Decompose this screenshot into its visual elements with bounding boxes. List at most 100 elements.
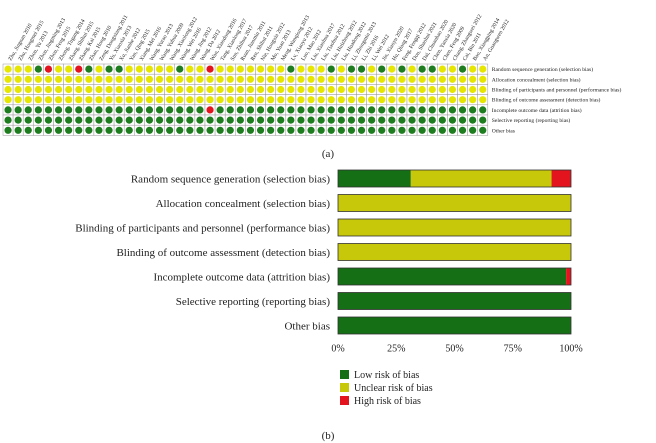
- judgement-cell: [285, 73, 297, 85]
- unclear-risk-dot: [327, 85, 335, 94]
- judgement-cell: [315, 63, 327, 75]
- judgement-cell: [123, 104, 135, 116]
- category-label-blinding-of-outcome-assessment-detection-bias: Blinding of outcome assessment (detectio…: [116, 247, 330, 259]
- judgement-cell: [53, 114, 64, 126]
- judgement-cell: [73, 104, 85, 116]
- unclear-risk-dot: [479, 65, 487, 73]
- judgement-cell: [2, 73, 14, 85]
- low-risk-dot: [54, 106, 63, 114]
- judgement-cell: [255, 84, 266, 95]
- judgement-cell: [174, 84, 186, 95]
- low-risk-dot: [75, 116, 83, 124]
- unclear-risk-dot: [368, 85, 376, 94]
- judgement-cell: [346, 94, 357, 106]
- unclear-risk-dot: [307, 65, 315, 73]
- low-risk-dot: [428, 65, 436, 73]
- low-risk-dot: [388, 106, 396, 114]
- domain-label: Incomplete outcome data (attrition bias): [492, 107, 582, 114]
- bar-outline: [337, 292, 572, 310]
- judgement-cell: [386, 114, 398, 126]
- low-risk-dot: [54, 126, 63, 134]
- judgement-cell: [22, 63, 34, 75]
- category-label-allocation-concealment-selection-bias: Allocation concealment (selection bias): [156, 198, 331, 210]
- judgement-cell: [33, 94, 44, 106]
- judgement-cell: [447, 73, 458, 85]
- judgement-cell: [33, 73, 44, 85]
- low-risk-dot: [479, 126, 487, 134]
- low-risk-dot: [297, 116, 305, 124]
- judgement-cell: [22, 114, 34, 126]
- judgement-cell: [467, 84, 478, 95]
- judgement-cell: [396, 84, 408, 95]
- judgement-cell: [467, 94, 478, 106]
- judgement-cell: [2, 114, 14, 126]
- unclear-risk-dot: [469, 75, 477, 83]
- judgement-cell: [63, 124, 74, 136]
- judgement-cell: [437, 104, 448, 116]
- low-risk-dot: [418, 65, 426, 73]
- x-tick-label: 25%: [387, 344, 405, 355]
- judgement-cell: [457, 114, 468, 126]
- unclear-risk-dot: [469, 96, 477, 104]
- bar-segment-low-risk-of-bias: [338, 292, 571, 310]
- bar-segment-low-risk-of-bias: [338, 268, 567, 285]
- unclear-risk-dot: [458, 85, 467, 94]
- judgement-cell: [426, 73, 438, 85]
- judgement-cell: [396, 73, 408, 85]
- judgement-cell: [265, 73, 276, 85]
- judgement-cell: [53, 124, 64, 136]
- legend-label: High risk of bias: [354, 396, 421, 407]
- high-risk-dot: [44, 65, 53, 73]
- judgement-cell: [437, 63, 448, 75]
- low-risk-dot: [115, 126, 123, 134]
- low-risk-dot: [105, 116, 113, 124]
- judgement-cell: [356, 73, 367, 85]
- low-risk-dot: [398, 126, 406, 134]
- judgement-cell: [356, 104, 367, 116]
- judgement-cell: [325, 104, 337, 116]
- judgement-cell: [184, 104, 196, 116]
- unclear-risk-dot: [44, 96, 53, 104]
- low-risk-dot: [166, 106, 174, 114]
- judgement-cell: [123, 94, 135, 106]
- judgement-cell: [204, 84, 216, 95]
- unclear-risk-dot: [428, 75, 436, 83]
- legend-item-low-risk-of-bias: Low risk of bias: [340, 370, 419, 381]
- judgement-cell: [467, 104, 478, 116]
- judgement-cell: [235, 84, 246, 95]
- judgement-cell: [103, 104, 115, 116]
- judgement-cell: [406, 104, 418, 116]
- unclear-risk-dot: [95, 96, 103, 104]
- unclear-risk-dot: [176, 75, 184, 83]
- low-risk-dot: [357, 116, 366, 124]
- judgement-cell: [366, 114, 377, 126]
- unclear-risk-dot: [236, 65, 244, 73]
- judgement-cell: [437, 73, 448, 85]
- low-risk-dot: [166, 126, 174, 134]
- low-risk-dot: [287, 106, 295, 114]
- judgement-cell: [295, 84, 307, 95]
- low-risk-dot: [216, 126, 224, 134]
- judgement-cell: [315, 104, 327, 116]
- low-risk-dot: [226, 116, 234, 124]
- judgement-cell: [174, 73, 186, 85]
- low-risk-dot: [479, 106, 487, 114]
- unclear-risk-dot: [307, 75, 315, 83]
- judgement-cell: [366, 73, 377, 85]
- low-risk-dot: [155, 116, 164, 124]
- judgement-cell: [437, 84, 448, 95]
- judgement-cell: [174, 63, 186, 75]
- judgement-cell: [134, 84, 145, 95]
- unclear-risk-dot: [297, 75, 305, 83]
- judgement-cell: [255, 104, 266, 116]
- low-risk-dot: [4, 126, 12, 134]
- low-risk-dot: [125, 106, 133, 114]
- judgement-cell: [235, 114, 246, 126]
- judgement-cell: [457, 73, 468, 85]
- judgement-cell: [83, 94, 95, 106]
- judgement-cell: [214, 73, 226, 85]
- unclear-risk-dot: [337, 65, 345, 73]
- judgement-cell: [245, 124, 256, 136]
- low-risk-dot: [337, 106, 345, 114]
- domain-label: Allocation concealment (selection bias): [492, 76, 581, 83]
